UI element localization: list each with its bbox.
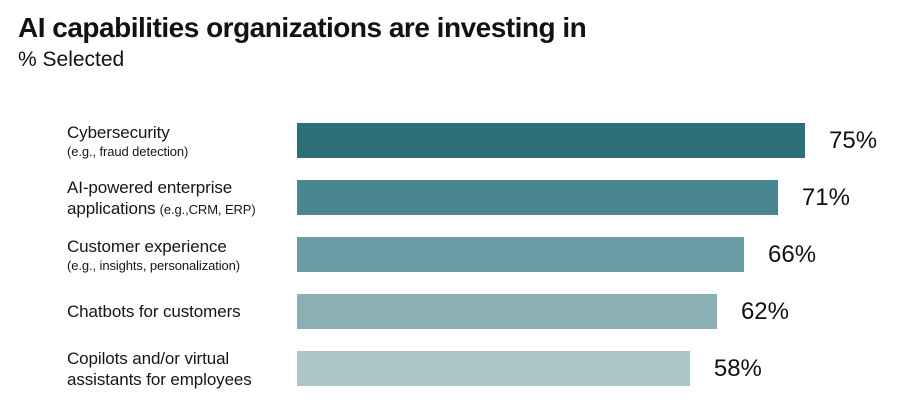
category-label: Chatbots for customers <box>67 301 297 322</box>
chart-row: Copilots and/or virtual assistants for e… <box>67 349 900 389</box>
chart-subtitle: % Selected <box>18 48 125 72</box>
bar-track: 75% <box>297 123 877 158</box>
bar-track: 58% <box>297 351 805 386</box>
category-label: Customer experience (e.g., insights, pers… <box>67 236 297 274</box>
value-label: 62% <box>740 297 789 325</box>
chart-row: AI-powered enterprise applications (e.g.,… <box>67 178 900 218</box>
bar-track: 71% <box>297 180 850 215</box>
bar <box>297 237 745 272</box>
category-label: Cybersecurity (e.g., fraud detection) <box>67 122 297 160</box>
category-label-main: AI-powered enterprise applications <box>67 177 233 218</box>
chart-row: Cybersecurity (e.g., fraud detection) 75% <box>67 122 900 160</box>
category-label-main: Copilots and/or virtual assistants for e… <box>67 348 252 389</box>
category-label-main: Customer experience <box>67 236 227 256</box>
bar-track: 62% <box>297 294 805 329</box>
bar <box>297 180 778 215</box>
category-label-sub: (e.g., fraud detection) <box>67 143 189 159</box>
bar <box>297 294 717 329</box>
chart-row: Customer experience (e.g., insights, pers… <box>67 236 900 274</box>
bar-chart: Cybersecurity (e.g., fraud detection) 75%… <box>67 123 900 408</box>
category-label: Copilots and/or virtual assistants for e… <box>67 348 297 390</box>
category-label-sub: (e.g.,CRM, ERP) <box>159 201 256 217</box>
value-label: 71% <box>801 183 850 211</box>
bar <box>297 351 690 386</box>
category-label: AI-powered enterprise applications (e.g.,… <box>67 177 297 219</box>
chart-row: Chatbots for customers 62% <box>67 294 900 329</box>
chart-title: AI capabilities organizations are invest… <box>18 12 587 43</box>
value-label: 58% <box>713 354 762 382</box>
bar-track: 66% <box>297 237 816 272</box>
value-label: 66% <box>768 240 817 268</box>
category-label-main: Cybersecurity <box>67 122 170 142</box>
category-label-sub: (e.g., insights, personalization) <box>67 257 241 273</box>
bar <box>297 123 805 158</box>
category-label-main: Chatbots for customers <box>67 302 241 321</box>
value-label: 75% <box>829 126 878 154</box>
chart-header: AI capabilities organizations are invest… <box>18 12 587 72</box>
